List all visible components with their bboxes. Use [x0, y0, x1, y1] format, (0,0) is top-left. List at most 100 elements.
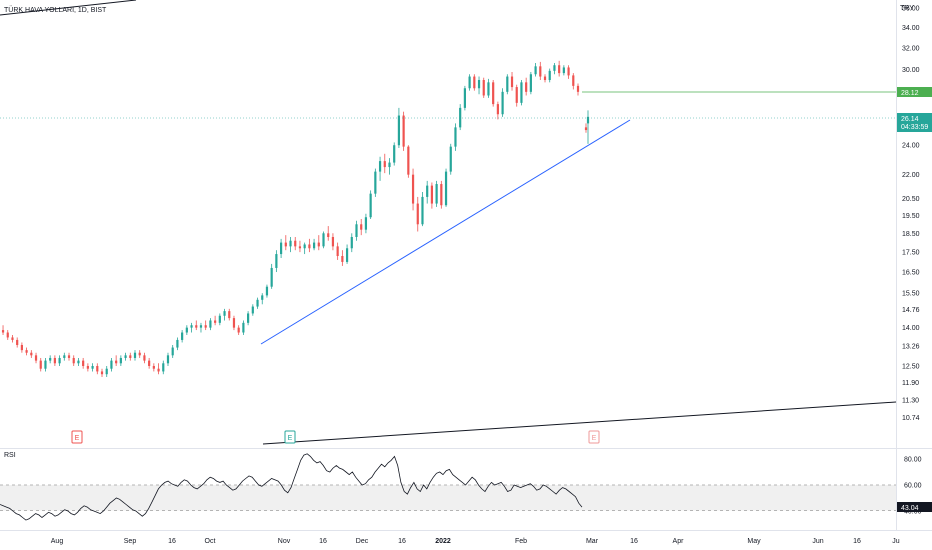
price-tick-label: 15.50 — [902, 291, 920, 298]
candle — [336, 242, 339, 260]
candle — [162, 360, 165, 375]
earnings-marker-label: E — [75, 435, 80, 442]
candle — [214, 315, 217, 326]
candle — [388, 158, 391, 175]
drawings-layer[interactable] — [0, 0, 897, 445]
time-tick-label: May — [747, 538, 761, 545]
candle — [138, 350, 141, 358]
price-tick-label: 11.30 — [902, 398, 919, 405]
candle — [407, 145, 410, 178]
candle — [190, 322, 193, 333]
candlestick-series — [1, 60, 590, 377]
earnings-marker[interactable]: E — [588, 430, 600, 444]
candle — [195, 320, 198, 331]
candle — [110, 357, 113, 372]
candle — [251, 304, 254, 316]
time-tick-label: 16 — [630, 538, 638, 545]
price-tick-label: 13.26 — [902, 344, 920, 351]
currency-label: TRY — [900, 5, 914, 12]
candle — [209, 318, 212, 331]
candle — [294, 236, 297, 251]
candle — [553, 63, 556, 75]
candle — [96, 363, 99, 375]
price-tick-label: 22.00 — [902, 172, 920, 179]
time-tick-label: Apr — [673, 538, 685, 545]
price-tick-label: 12.50 — [902, 363, 920, 370]
candle — [576, 83, 580, 96]
candle — [63, 352, 66, 361]
drawn-line-bottom[interactable] — [262, 401, 897, 445]
candle — [242, 320, 245, 335]
candle — [345, 244, 349, 264]
candle — [284, 235, 287, 251]
rsi-series — [0, 453, 583, 521]
symbol-title[interactable]: TÜRK HAVA YOLLARI, 1D, BIST — [4, 6, 107, 14]
candle — [426, 180, 429, 204]
candle — [176, 337, 179, 351]
time-tick-label: 2022 — [435, 538, 451, 545]
candle — [492, 80, 495, 107]
candle — [520, 80, 523, 106]
rsi-title[interactable]: RSI — [4, 452, 16, 459]
candle — [487, 78, 490, 98]
candle — [247, 311, 250, 326]
candle — [322, 231, 325, 249]
candle — [228, 308, 231, 321]
candle — [199, 322, 203, 333]
candle — [525, 77, 528, 96]
candle — [157, 363, 160, 375]
candle — [463, 85, 466, 111]
horizontal-levels — [0, 91, 896, 119]
price-tick-label: 10.74 — [902, 415, 920, 422]
price-tick-label: 14.00 — [902, 325, 920, 332]
candle — [223, 308, 226, 321]
drawn-line-top-left[interactable] — [0, 0, 137, 16]
time-tick-label: Mar — [586, 538, 599, 545]
last-price-tag: 26.14 04:33:59 — [897, 113, 932, 132]
earnings-marker[interactable]: E — [284, 430, 296, 444]
candle — [364, 213, 368, 234]
candle — [67, 352, 71, 361]
candle — [308, 238, 311, 253]
candle — [25, 347, 28, 356]
level-price-tag: 28.12 — [897, 87, 932, 97]
time-tick-label: Aug — [51, 538, 64, 545]
price-tick-label: 36.00 — [902, 6, 920, 13]
time-tick-label: Feb — [515, 538, 527, 545]
candle — [416, 196, 419, 232]
support-trendline[interactable] — [260, 119, 631, 345]
candle — [459, 104, 462, 131]
candle — [496, 101, 499, 120]
candle — [534, 63, 537, 77]
candle — [506, 74, 509, 95]
time-axis[interactable]: Aug Sep 16 Oct Nov 16 Dec 16 2022 Feb Mar 16 Apr May J… — [51, 538, 900, 545]
candle — [586, 110, 590, 144]
earnings-marker[interactable]: E — [71, 430, 83, 444]
candle — [6, 330, 9, 340]
candle — [1, 325, 5, 335]
candle — [473, 74, 476, 91]
time-tick-label: 16 — [319, 538, 327, 545]
candle — [232, 315, 236, 331]
candle — [477, 76, 481, 95]
candle — [20, 342, 23, 353]
time-tick-label: Nov — [278, 538, 291, 545]
candle — [539, 61, 542, 81]
candle — [148, 357, 151, 369]
rsi-value-label: 43.04 — [901, 505, 919, 512]
candle — [72, 355, 75, 366]
candle — [256, 297, 259, 309]
candle — [360, 218, 363, 236]
candle — [341, 250, 344, 266]
candle — [105, 365, 108, 377]
price-tick-label: 34.00 — [902, 25, 920, 32]
candle — [39, 357, 42, 372]
candle — [584, 123, 588, 133]
price-tick-label: 32.00 — [902, 45, 920, 52]
time-tick-label: Ju — [892, 538, 900, 545]
candle — [449, 143, 452, 175]
candle — [435, 180, 438, 207]
candle — [53, 355, 56, 366]
candle — [421, 192, 424, 227]
